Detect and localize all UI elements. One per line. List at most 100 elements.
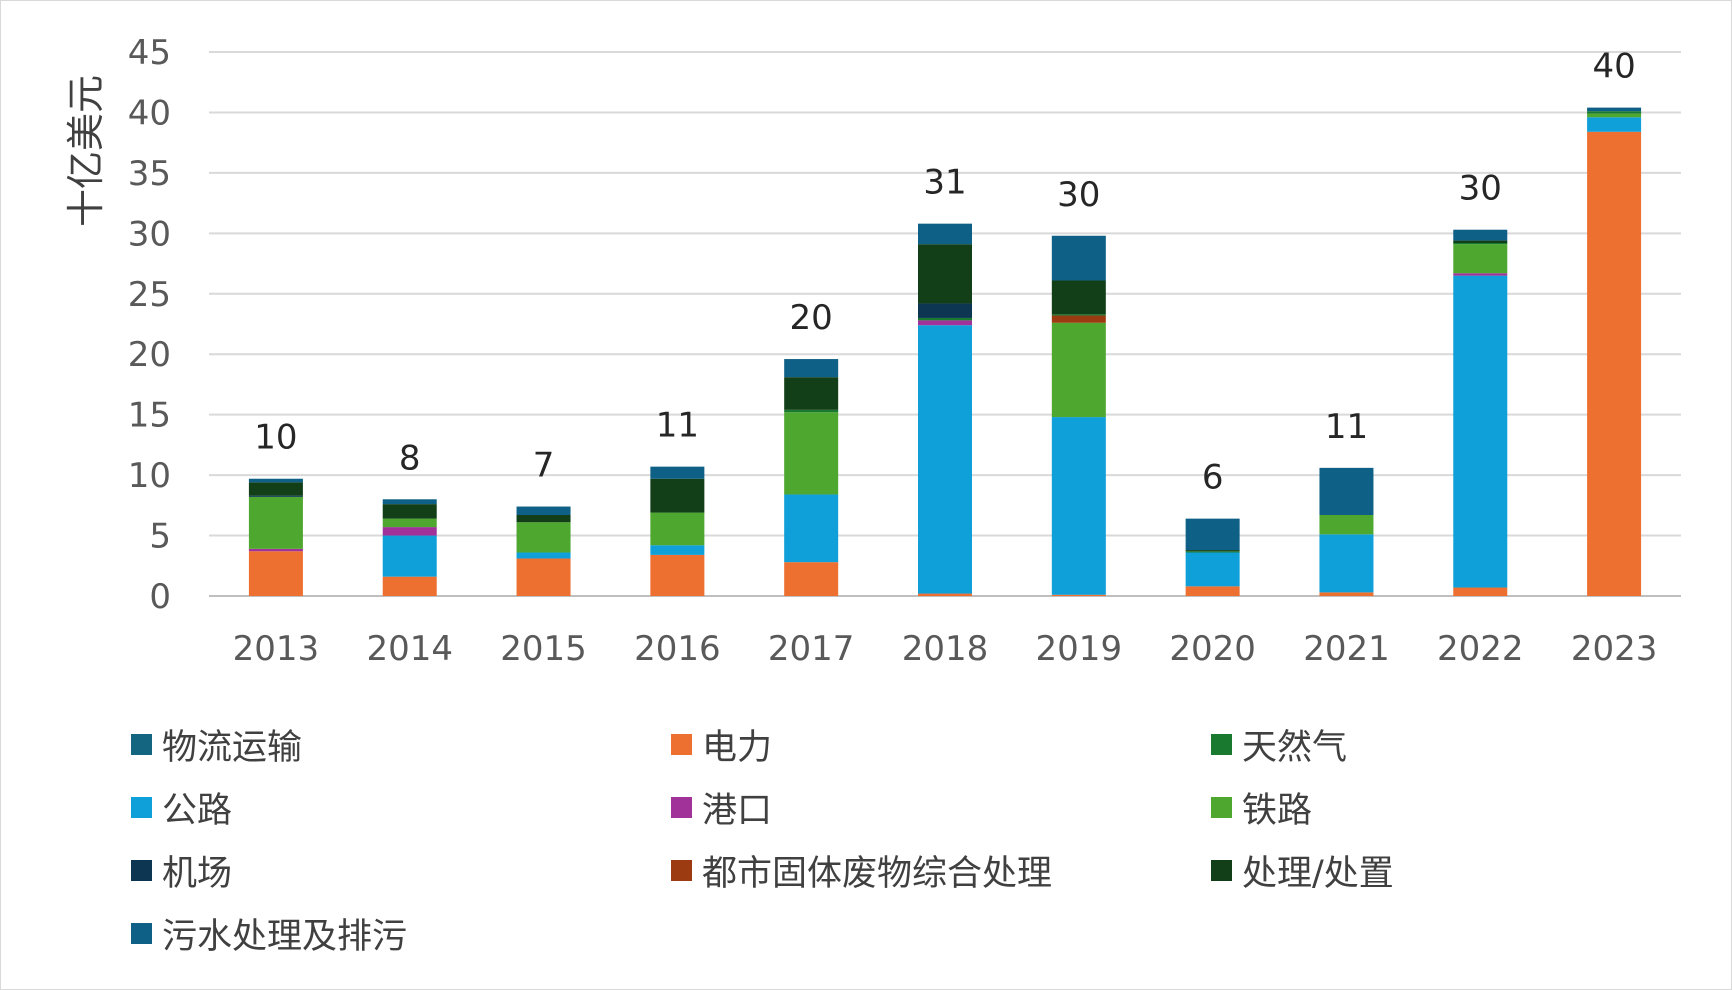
bar-segment [1319, 515, 1374, 535]
bar-segment [1587, 107, 1642, 112]
bar-segment [918, 325, 972, 594]
bar-segment [516, 515, 571, 523]
legend-swatch [671, 733, 692, 755]
legend-label: 物流运输 [162, 727, 303, 768]
bar-segment [382, 499, 437, 505]
total-label: 6 [1202, 458, 1224, 498]
bar-segment [516, 506, 571, 516]
bar-segment [784, 562, 839, 596]
bar-segment [382, 576, 437, 596]
legend-swatch [1211, 859, 1232, 881]
bar-segment [650, 512, 705, 546]
total-label: 11 [1325, 407, 1368, 447]
y-axis-label: 十亿美元 [64, 75, 108, 227]
bars [248, 107, 1642, 596]
x-tick-label: 2021 [1303, 629, 1390, 669]
bar-segment [918, 303, 972, 318]
y-tick-label: 35 [128, 154, 171, 194]
x-tick-label: 2019 [1036, 629, 1123, 669]
bar-segment [1453, 587, 1508, 596]
bar-segment [1185, 552, 1240, 587]
bar-segment [382, 504, 437, 519]
bar-segment [1051, 417, 1106, 595]
bar-segment [1587, 117, 1642, 132]
x-tick-label: 2016 [634, 629, 721, 669]
y-tick-label: 30 [128, 214, 171, 254]
bar-segment [1051, 315, 1106, 323]
bar-segment [1453, 244, 1508, 274]
legend-item: 电力 [671, 719, 772, 769]
bar-segment [1587, 113, 1642, 118]
x-tick-label: 2020 [1169, 629, 1256, 669]
bar-segment [1453, 273, 1508, 276]
legend-item: 公路 [131, 782, 232, 832]
legend-label: 港口 [702, 790, 773, 831]
y-tick-label: 25 [128, 275, 171, 315]
bar-segment [382, 535, 437, 577]
legend-label: 都市固体废物综合处理 [702, 853, 1053, 894]
y-tick-label: 20 [128, 335, 171, 375]
legend-swatch [131, 922, 152, 944]
bar-segment [650, 478, 705, 513]
bar-segment [1051, 235, 1106, 281]
bar-segment [516, 552, 571, 559]
bar-segment [918, 320, 972, 326]
legend-label: 公路 [162, 790, 233, 831]
legend-item: 港口 [671, 782, 772, 832]
legend-swatch [1211, 796, 1232, 818]
total-label: 20 [790, 298, 833, 338]
y-tick-label: 40 [128, 93, 171, 133]
bar-segment [248, 551, 303, 596]
legend-swatch [1211, 733, 1232, 755]
legend-swatch [131, 733, 152, 755]
total-label: 10 [254, 418, 297, 458]
legend-label: 机场 [162, 853, 233, 894]
bar-segment [382, 518, 437, 528]
bar-segment [1051, 594, 1106, 596]
bar-segment [1587, 111, 1642, 114]
total-label: 40 [1592, 47, 1635, 87]
total-label: 11 [656, 406, 699, 446]
bar-segment [1453, 240, 1508, 244]
x-tick-label: 2015 [500, 629, 587, 669]
bar-segment [1185, 550, 1240, 552]
bar-segment [650, 545, 705, 555]
legend-item: 处理/处置 [1211, 845, 1394, 895]
y-tick-label: 10 [128, 456, 171, 496]
bar-segment [918, 244, 972, 304]
x-tick-label: 2023 [1571, 629, 1658, 669]
stacked-bar-chart: 0 5 10 15 20 25 30 35 40 45 10 8 7 11 20 31 30 6 11 30 40 2… [64, 33, 1681, 669]
total-label: 30 [1459, 169, 1502, 209]
bar-segment [1319, 534, 1374, 593]
bar-segment [918, 223, 972, 245]
bar-segment [382, 527, 437, 536]
y-tick-label: 0 [149, 577, 171, 617]
legend-label: 污水处理及排污 [162, 916, 408, 957]
legend-item: 都市固体废物综合处理 [671, 845, 1052, 895]
total-label: 31 [923, 163, 966, 203]
bar-segment [1587, 131, 1642, 596]
x-tick-label: 2018 [902, 629, 989, 669]
legend-item: 污水处理及排污 [131, 908, 407, 958]
total-label: 8 [399, 438, 421, 478]
bar-segment [1453, 243, 1508, 245]
bar-segment [1185, 518, 1240, 551]
bar-segment [784, 409, 839, 413]
total-label: 30 [1057, 175, 1100, 215]
legend-item: 天然气 [1211, 719, 1347, 769]
legend-item: 铁路 [1211, 782, 1312, 832]
legend-item: 物流运输 [131, 719, 302, 769]
legend-label: 电力 [702, 727, 773, 768]
bar-segment [248, 482, 303, 496]
legend-label: 处理/处置 [1242, 853, 1394, 894]
legend-swatch [671, 796, 692, 818]
y-tick-label: 5 [149, 517, 171, 557]
bar-segment [650, 554, 705, 596]
legend-swatch [131, 796, 152, 818]
bar-segment [248, 495, 303, 497]
legend-swatch [671, 859, 692, 881]
bar-segment [784, 412, 839, 495]
bar-segment [248, 478, 303, 483]
legend-label: 铁路 [1242, 790, 1313, 831]
